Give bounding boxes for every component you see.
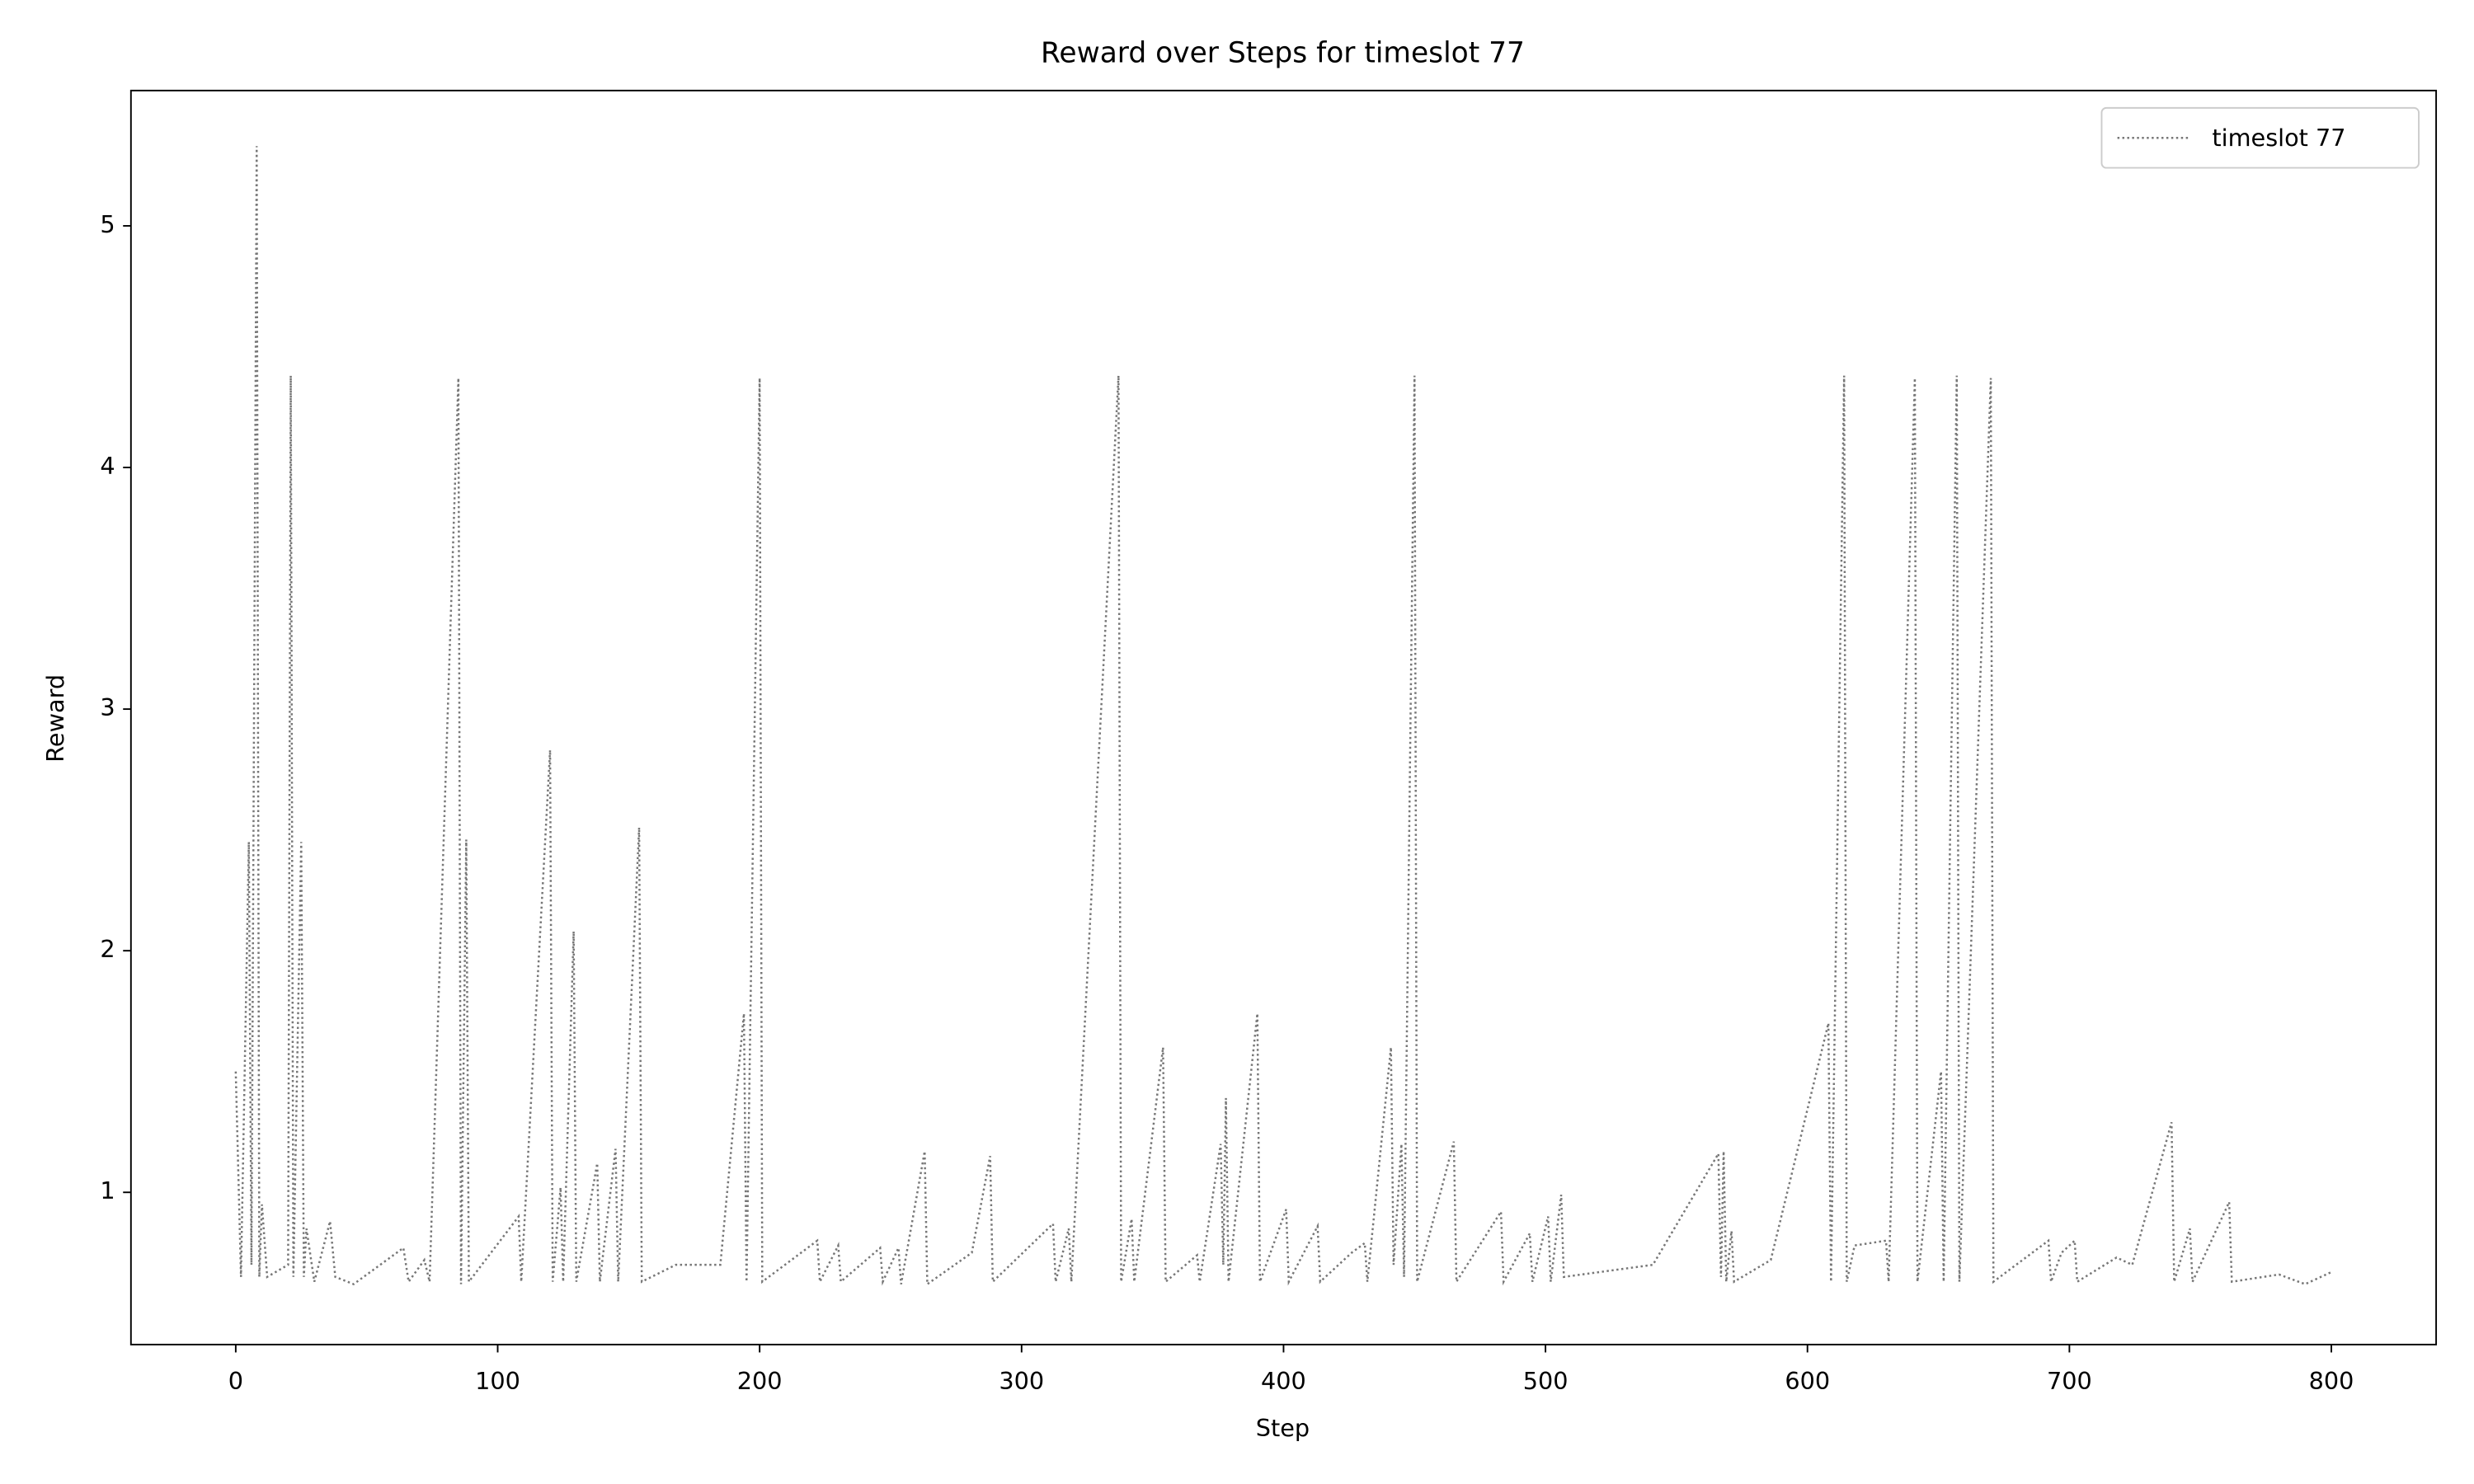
x-tick-label: 200 (737, 1367, 783, 1395)
x-tick-label: 600 (1785, 1367, 1830, 1395)
chart-title: Reward over Steps for timeslot 77 (1041, 36, 1525, 69)
data-line (234, 146, 2332, 1286)
x-tick-label: 800 (2309, 1367, 2354, 1395)
x-tick-label: 0 (228, 1367, 243, 1395)
y-tick-label: 5 (100, 210, 115, 238)
x-tick-label: 500 (1523, 1367, 1569, 1395)
y-tick-label: 1 (100, 1176, 115, 1205)
y-tick-label: 2 (100, 935, 115, 963)
y-tick-label: 4 (100, 452, 115, 480)
plot-frame (129, 89, 2438, 1345)
x-axis-label: Step (1256, 1414, 1310, 1442)
y-tick-label: 3 (100, 693, 115, 721)
legend-box (2100, 106, 2420, 169)
x-tick-label: 300 (999, 1367, 1044, 1395)
x-tick-label: 100 (475, 1367, 520, 1395)
x-tick-label: 400 (1261, 1367, 1306, 1395)
y-axis-label: Reward (41, 674, 69, 763)
x-tick-label: 700 (2047, 1367, 2092, 1395)
legend-label: timeslot 77 (2212, 124, 2345, 152)
